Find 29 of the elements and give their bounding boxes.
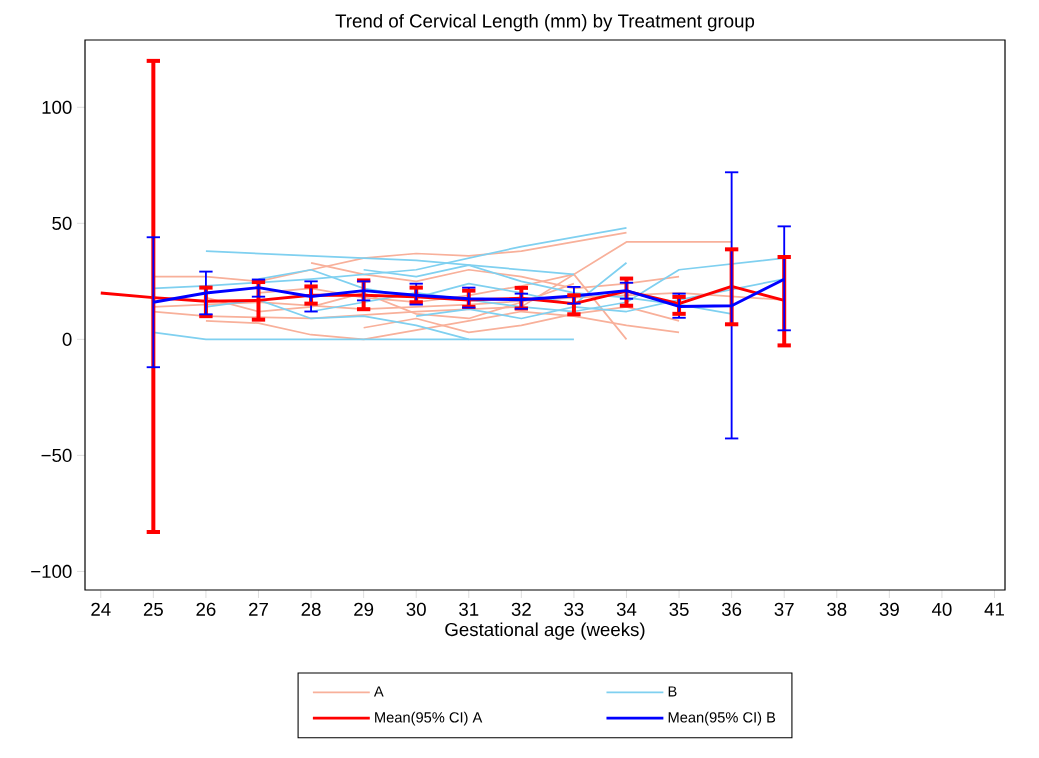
legend-label: Mean(95% CI) A [375,711,483,726]
y-tick-label: −50 [41,448,72,463]
x-tick-label: 28 [301,602,321,616]
x-axis-title: Gestational age (weeks) [445,622,645,640]
x-tick-label: 31 [459,602,479,616]
x-tick-label: 33 [564,602,584,616]
legend-label: A [373,686,384,697]
y-tick-label: 50 [52,216,72,230]
x-tick-label: 29 [354,602,374,616]
x-tick-label: 40 [931,602,952,616]
y-tick-label: 0 [62,332,72,346]
x-tick-label: 34 [616,602,637,616]
x-tick-label: 30 [406,602,426,616]
x-tick-label: 27 [249,602,268,616]
x-tick-label: 24 [91,602,111,616]
x-tick-label: 36 [721,602,742,616]
y-tick-label: −100 [31,564,72,579]
x-tick-label: 39 [879,602,899,616]
chart-title: Trend of Cervical Length (mm) by Treatment group [335,13,755,32]
x-tick-label: 25 [143,602,163,616]
x-tick-label: 38 [827,602,847,616]
x-tick-label: 26 [196,602,216,616]
legend-label: Mean(95% CI) B [668,711,776,726]
y-tick-label: 100 [42,100,72,114]
x-tick-label: 32 [511,602,531,616]
x-tick-label: 35 [669,602,689,616]
x-tick-label: 41 [984,602,1004,616]
x-tick-label: 37 [774,602,794,616]
legend-label: B [668,686,677,697]
